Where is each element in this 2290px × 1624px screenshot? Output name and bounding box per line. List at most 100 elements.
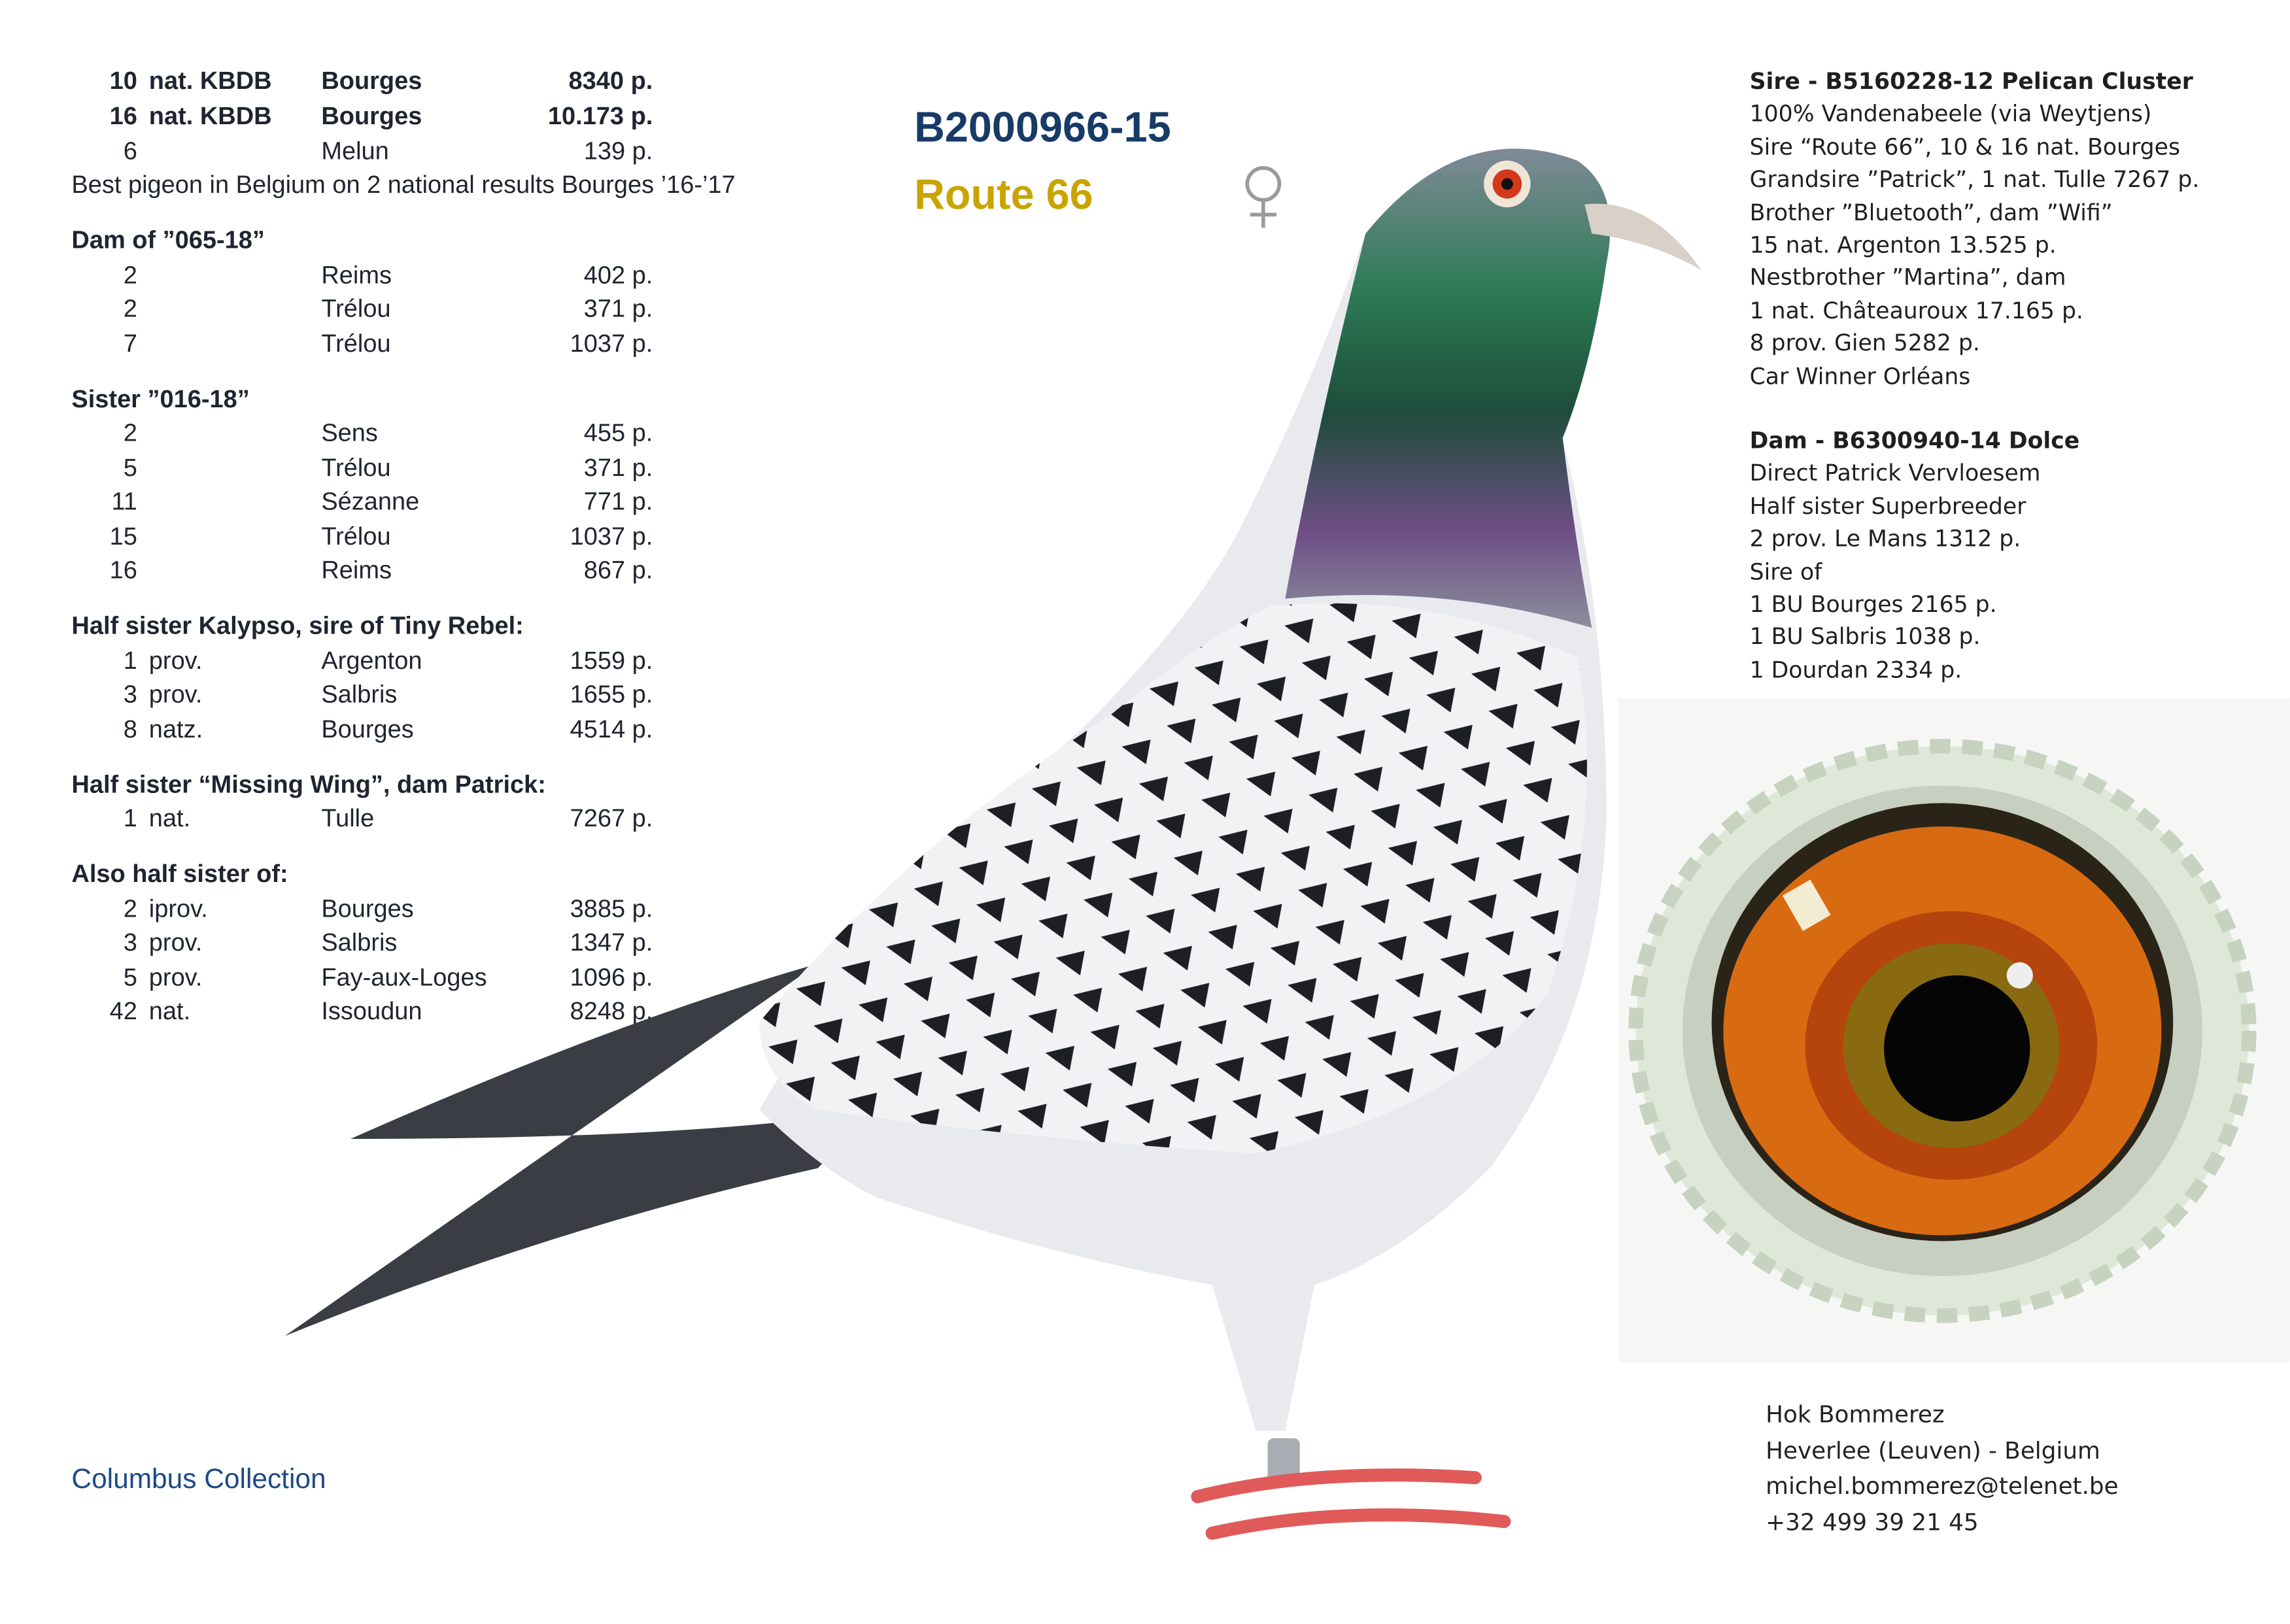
result-rank: 1	[123, 804, 137, 833]
result-pigeons: 1037 p.	[570, 522, 653, 550]
result-type: prov.	[148, 962, 203, 991]
section-title: Half sister Kalypso, sire of Tiny Rebel:	[71, 611, 524, 640]
result-place: Fay-aux-Loges	[321, 962, 487, 991]
result-pigeons: 1655 p.	[570, 680, 653, 709]
result-type: prov.	[148, 646, 203, 674]
dam-line: Sire of	[1749, 558, 1822, 585]
sire-line: Brother ”Bluetooth”, dam ”Wifi”	[1749, 199, 2113, 226]
result-type: nat.	[148, 804, 191, 833]
result-type: natz.	[148, 715, 203, 743]
section-title: Also half sister of:	[71, 860, 288, 888]
result-row: 2 Sens 455 p.	[0, 419, 672, 451]
sire-info: Sire - B5160228-12 Pelican Cluster 100% …	[1750, 66, 2200, 393]
pigeon-name: Route 66	[914, 172, 1093, 220]
dam-line: 1 BU Salbris 1038 p.	[1749, 624, 1981, 651]
result-pigeons: 455 p.	[583, 418, 653, 447]
result-place: Argenton	[321, 646, 422, 674]
result-row: 7 Trélou 1037 p.	[0, 330, 672, 362]
result-place: Bourges	[321, 894, 414, 922]
result-place: Melun	[321, 137, 389, 165]
result-rank: 2	[123, 894, 137, 922]
female-symbol-icon	[1245, 166, 1282, 228]
result-row: 16 Reims 867 p.	[0, 556, 672, 588]
result-type: nat.	[148, 997, 191, 1025]
dam-line: Half sister Superbreeder	[1749, 493, 2026, 520]
contact-block: Hok Bommerez Heverlee (Leuven) - Belgium…	[1766, 1397, 2118, 1541]
result-pigeons: 8340 p.	[568, 67, 653, 95]
result-rank: 2	[123, 418, 137, 447]
result-rank: 6	[123, 137, 137, 165]
result-rank: 16	[109, 556, 137, 584]
result-row: 6 Melun 139 p.	[0, 137, 672, 169]
result-rank: 8	[123, 715, 137, 743]
result-row: 5 Trélou 371 p.	[0, 453, 672, 485]
result-pigeons: 10.173 p.	[547, 102, 653, 130]
result-rank: 7	[123, 329, 137, 358]
result-rank: 16	[109, 102, 137, 130]
email-link[interactable]: michel.bommerez@telenet.be	[1766, 1472, 2119, 1500]
result-pigeons: 7267 p.	[570, 804, 653, 833]
result-row: 42 nat. Issoudun 8248 p.	[0, 997, 672, 1029]
eye-photo	[1618, 698, 2290, 1362]
dam-title: Dam - B6300940-14 Dolce	[1749, 428, 2080, 454]
result-row: 15 Trélou 1037 p.	[0, 522, 672, 554]
result-place: Tulle	[321, 804, 375, 833]
result-rank: 2	[123, 295, 137, 323]
result-row: 5 prov. Fay-aux-Loges 1096 p.	[0, 963, 672, 995]
collection-label: Columbus Collection	[71, 1464, 326, 1496]
result-row: 2 iprov. Bourges 3885 p.	[0, 894, 672, 926]
loft-name: Hok Bommerez	[1766, 1400, 1945, 1429]
result-rank: 2	[123, 260, 137, 289]
sire-line: Sire “Route 66”, 10 & 16 nat. Bourges	[1749, 134, 2180, 161]
result-rank: 1	[123, 646, 137, 674]
result-type: iprov.	[148, 894, 208, 922]
result-pigeons: 771 p.	[583, 487, 653, 516]
sire-line: Nestbrother ”Martina”, dam	[1749, 265, 2066, 292]
best-pigeon-note: Best pigeon in Belgium on 2 national res…	[71, 171, 736, 199]
result-pigeons: 1037 p.	[570, 329, 653, 358]
result-row: 3 prov. Salbris 1347 p.	[0, 928, 672, 960]
result-place: Trélou	[321, 329, 391, 358]
result-type: prov.	[148, 928, 203, 956]
result-place: Sens	[321, 418, 378, 447]
result-place: Trélou	[321, 295, 391, 323]
result-rank: 5	[123, 962, 137, 991]
result-rank: 10	[109, 67, 137, 95]
result-pigeons: 139 p.	[583, 137, 653, 165]
result-rank: 3	[123, 928, 137, 956]
result-row: 1 nat. Tulle 7267 p.	[0, 805, 672, 837]
result-place: Salbris	[321, 928, 398, 956]
result-row: 10 nat. KBDB Bourges 8340 p.	[0, 67, 672, 99]
dam-line: Direct Patrick Vervloesem	[1749, 460, 2041, 487]
result-rank: 11	[111, 487, 137, 516]
result-pigeons: 3885 p.	[570, 894, 653, 922]
sire-line: Grandsire ”Patrick”, 1 nat. Tulle 7267 p…	[1749, 167, 2200, 194]
result-place: Bourges	[321, 102, 422, 130]
result-pigeons: 867 p.	[583, 556, 653, 584]
result-row: 16 nat. KBDB Bourges 10.173 p.	[0, 102, 672, 134]
sire-line: 100% Vandenabeele (via Weytjens)	[1749, 101, 2152, 128]
result-rank: 42	[109, 997, 137, 1025]
result-row: 8 natz. Bourges 4514 p.	[0, 715, 672, 747]
result-rank: 5	[123, 453, 137, 481]
result-place: Trélou	[321, 453, 391, 481]
result-pigeons: 8248 p.	[570, 997, 653, 1025]
dam-line: 2 prov. Le Mans 1312 p.	[1749, 526, 2021, 552]
dam-info: Dam - B6300940-14 Dolce Direct Patrick V…	[1750, 425, 2080, 686]
result-type: nat. KBDB	[148, 102, 272, 130]
location: Heverlee (Leuven) - Belgium	[1766, 1436, 2100, 1464]
result-place: Issoudun	[321, 997, 422, 1025]
result-row: 2 Reims 402 p.	[0, 261, 672, 293]
result-rank: 15	[109, 522, 137, 550]
section-title: Half sister “Missing Wing”, dam Patrick:	[71, 770, 546, 798]
result-rank: 3	[123, 680, 137, 709]
result-row: 3 prov. Salbris 1655 p.	[0, 681, 672, 713]
section-title: Sister ”016-18”	[71, 384, 250, 413]
result-pigeons: 1347 p.	[570, 928, 653, 956]
result-pigeons: 402 p.	[583, 260, 653, 289]
result-row: 2 Trélou 371 p.	[0, 295, 672, 327]
result-place: Reims	[321, 556, 392, 584]
result-pigeons: 1096 p.	[570, 962, 653, 991]
sire-line: 8 prov. Gien 5282 p.	[1749, 330, 1980, 357]
